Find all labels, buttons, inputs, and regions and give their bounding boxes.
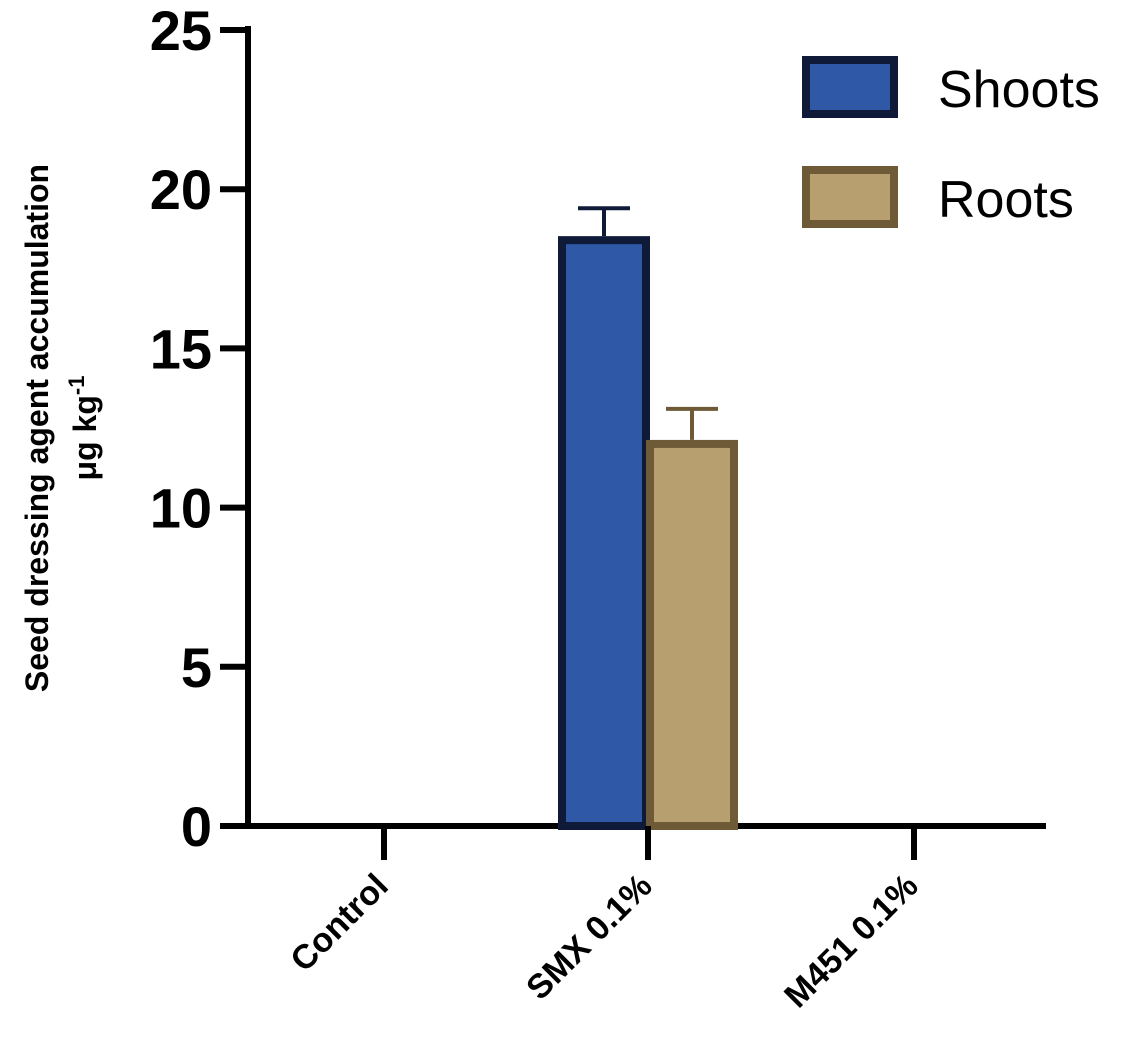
bar-shoots bbox=[558, 236, 650, 831]
y-tick-label: 5 bbox=[181, 636, 212, 699]
y-axis-label: Seed dressing agent accumulation μg kg-1 bbox=[19, 164, 103, 692]
y-tick-label: 0 bbox=[181, 795, 212, 858]
legend-label-shoots: Shoots bbox=[938, 61, 1100, 119]
y-axis-label-line2: μg kg-1 bbox=[64, 376, 103, 481]
x-tick-label: M451 0.1% bbox=[777, 867, 925, 1015]
y-axis-ticks: 0 5 10 15 20 25 bbox=[150, 0, 248, 858]
legend-swatch-roots bbox=[802, 166, 898, 228]
bars bbox=[558, 206, 738, 831]
y-tick-label: 10 bbox=[150, 477, 212, 540]
legend-label-roots: Roots bbox=[938, 171, 1074, 229]
bar-roots bbox=[646, 439, 738, 830]
y-tick-label: 25 bbox=[150, 0, 212, 62]
x-axis-category-labels: Control SMX 0.1% M451 0.1% bbox=[283, 826, 926, 1015]
x-tick-label: SMX 0.1% bbox=[519, 867, 659, 1007]
legend-swatch-shoots bbox=[802, 56, 898, 118]
legend: Shoots Roots bbox=[802, 56, 1100, 229]
y-tick-label: 15 bbox=[150, 317, 212, 380]
x-tick-label: Control bbox=[283, 867, 395, 979]
y-axis-label-line1: Seed dressing agent accumulation bbox=[19, 164, 55, 692]
y-axis-unit-exponent: -1 bbox=[64, 376, 89, 396]
y-axis-unit: μg kg bbox=[67, 395, 103, 480]
y-tick-label: 20 bbox=[150, 158, 212, 221]
